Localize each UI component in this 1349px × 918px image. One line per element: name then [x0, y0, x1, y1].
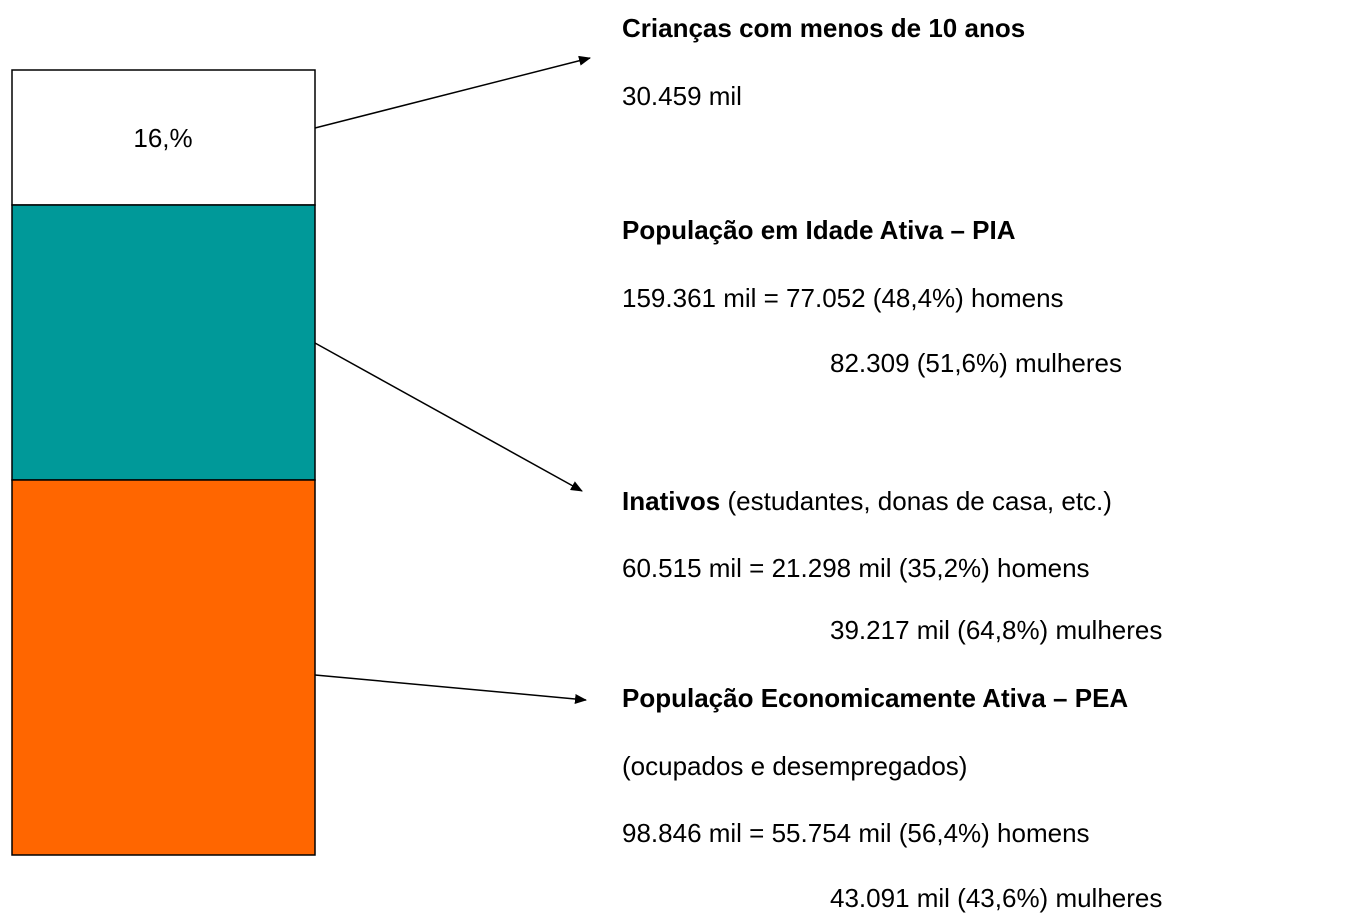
block-line: 82.309 (51,6%) mulheres [830, 348, 1122, 378]
block-line: 30.459 mil [622, 81, 742, 111]
bar-label: 16,% [133, 123, 192, 153]
block-title: População em Idade Ativa – PIA [622, 215, 1016, 245]
block-line: 159.361 mil = 77.052 (48,4%) homens [622, 283, 1064, 313]
block-line: 39.217 mil (64,8%) mulheres [830, 615, 1162, 645]
bar-segment-children [11, 69, 316, 206]
block-title: População Economicamente Ativa – PEA [622, 683, 1128, 713]
block-title: Crianças com menos de 10 anos [622, 13, 1025, 43]
block-line: (ocupados e desempregados) [622, 751, 967, 781]
arrow [314, 674, 587, 704]
arrow [314, 55, 591, 129]
bar-segment-pea [11, 479, 316, 856]
block-line: 43.091 mil (43,6%) mulheres [830, 883, 1162, 913]
block-title: Inativos [622, 486, 720, 516]
block-line: 60.515 mil = 21.298 mil (35,2%) homens [622, 553, 1090, 583]
block-line: 98.846 mil = 55.754 mil (56,4%) homens [622, 818, 1090, 848]
arrow [314, 342, 583, 492]
bar-segment-inactive [11, 204, 316, 481]
block-title-note: (estudantes, donas de casa, etc.) [720, 486, 1112, 516]
block-title-line: Inativos (estudantes, donas de casa, etc… [622, 486, 1112, 516]
